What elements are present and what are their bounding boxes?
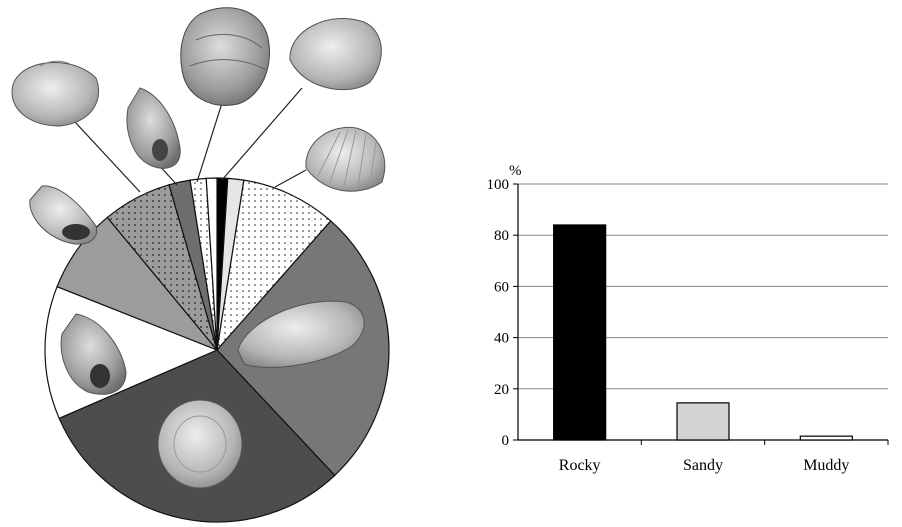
leader-line (196, 102, 223, 183)
snail-shell-icon (60, 313, 127, 395)
pie-chart (11, 7, 390, 523)
y-tick-labels: 0 20 40 60 80 100 (487, 177, 510, 449)
y-axis-label: % (509, 163, 522, 179)
pie-leader-lines (74, 87, 307, 193)
pie-slice-11 (205, 177, 218, 351)
bar-rocky (553, 224, 607, 441)
x-tick-label: Rocky (559, 457, 601, 474)
snail-shell-icon (126, 87, 181, 169)
mussel-shell-icon (237, 300, 365, 368)
x-tick-labels: Rocky Sandy Muddy (559, 440, 889, 474)
limpet-shell-icon (157, 399, 243, 489)
leader-line (274, 169, 307, 188)
y-tick-label: 60 (494, 279, 509, 295)
clam-shell-icon (11, 60, 100, 127)
y-tick-label: 80 (494, 228, 509, 244)
bar-muddy (799, 435, 853, 441)
y-tick-label: 20 (494, 382, 509, 398)
leader-line (221, 87, 303, 181)
y-tick-label: 100 (487, 177, 510, 193)
bar-chart: % 0 20 40 60 80 100 Rocky Sandy Muddy (487, 163, 889, 474)
x-tick-label: Muddy (803, 457, 849, 474)
leader-line (74, 121, 141, 193)
y-tick-label: 0 (502, 433, 510, 449)
bar-sandy (676, 402, 730, 441)
cockle-shell-icon (305, 126, 386, 192)
snail-shell-icon (29, 185, 98, 245)
y-tick-label: 40 (494, 331, 509, 347)
bars (553, 224, 853, 441)
pie-slices (44, 177, 390, 523)
oyster-shell-icon (180, 7, 270, 106)
x-tick-label: Sandy (683, 457, 723, 474)
clam-shell-icon (289, 17, 382, 91)
pie-slice-3 (216, 179, 332, 352)
